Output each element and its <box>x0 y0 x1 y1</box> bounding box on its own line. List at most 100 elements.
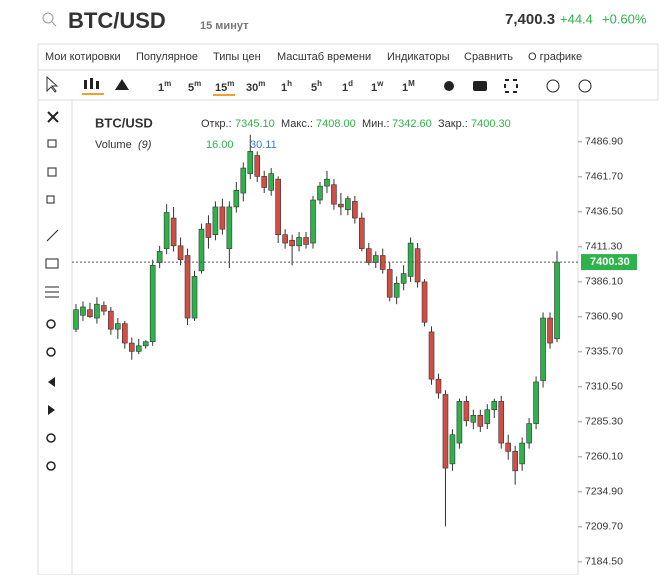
tool[interactable] <box>46 461 56 471</box>
tool[interactable] <box>47 167 57 177</box>
y-tick-label: 7234.90 <box>585 486 623 498</box>
candle-body <box>526 423 532 444</box>
scroll-right[interactable] <box>48 405 55 415</box>
close-tool[interactable] <box>47 111 59 123</box>
menu-item[interactable]: О графике <box>528 51 582 63</box>
zoom-in[interactable] <box>46 319 56 329</box>
y-tick-label: 7285.30 <box>585 416 623 428</box>
interval-button[interactable]: 30m <box>246 79 265 94</box>
candle-body <box>156 251 163 263</box>
legend-value: 7342.60 <box>392 118 432 130</box>
active-underline <box>82 93 104 95</box>
menu-item[interactable]: Масштаб времени <box>277 51 371 63</box>
candle-body <box>142 341 149 347</box>
menu-item[interactable]: Сравнить <box>464 51 513 63</box>
legend-symbol: BTC/USD <box>95 115 153 130</box>
candle-body <box>352 201 358 219</box>
candle-body <box>80 306 86 316</box>
side-toolbar <box>37 99 73 576</box>
scroll-left[interactable] <box>48 377 55 387</box>
side-icons <box>45 111 59 471</box>
candle-body <box>365 248 372 263</box>
camera-icon[interactable] <box>473 81 487 91</box>
tool[interactable] <box>47 139 57 148</box>
interval-unit: m <box>164 79 171 88</box>
upload-icon[interactable] <box>578 79 592 93</box>
chart-area <box>71 99 579 576</box>
interval-number: 5 <box>188 82 194 94</box>
line-tool[interactable] <box>46 229 59 242</box>
tool[interactable] <box>46 195 55 204</box>
candle-body <box>505 442 512 452</box>
menu-item[interactable]: Популярное <box>136 51 198 63</box>
candle-body <box>414 248 421 283</box>
last-price-label: 7400.30 <box>590 256 630 268</box>
download-icon[interactable] <box>546 79 560 93</box>
candle-body <box>108 310 114 330</box>
fib-tool[interactable] <box>45 286 59 298</box>
candle-body <box>498 401 505 444</box>
candle-body <box>115 323 121 330</box>
candle-icon[interactable] <box>90 78 93 89</box>
candle-body <box>149 264 156 342</box>
candle-body <box>421 281 428 323</box>
interval-unit: d <box>348 79 353 88</box>
menu-item[interactable]: Индикаторы <box>387 51 450 63</box>
settings-icon[interactable] <box>444 81 454 91</box>
interval-button[interactable]: 5m <box>188 79 201 94</box>
interval-number: 1 <box>158 82 164 94</box>
interval-button[interactable]: 5h <box>311 79 322 94</box>
area-icon[interactable] <box>115 79 129 90</box>
candle-body <box>345 198 351 211</box>
candle-body <box>372 255 379 263</box>
interval-button[interactable]: 15m <box>215 79 234 94</box>
interval-number: 1 <box>342 82 348 94</box>
candle-body <box>484 409 491 424</box>
search-icon[interactable] <box>42 12 57 27</box>
symbol: BTC/USD <box>68 8 166 33</box>
toolbar-icons <box>46 75 592 95</box>
candle-body <box>275 178 281 236</box>
candle-icon[interactable] <box>84 80 87 89</box>
menu-item[interactable]: Мои котировки <box>45 51 121 63</box>
fullscreen-icon[interactable] <box>504 79 518 93</box>
interval-number: 30 <box>246 82 258 94</box>
interval-button[interactable]: 1M <box>402 79 415 94</box>
candle-body <box>338 203 344 208</box>
candle-body <box>463 401 470 422</box>
interval-unit: m <box>227 79 234 88</box>
y-tick-label: 7260.10 <box>585 451 623 463</box>
zoom-out[interactable] <box>46 347 56 357</box>
interval-button[interactable]: 1m <box>158 79 171 94</box>
candle-body <box>135 345 142 352</box>
y-tick-label: 7335.70 <box>585 346 623 358</box>
price: 7,400.3 <box>505 11 555 28</box>
candle-body <box>128 342 135 352</box>
candle-body <box>470 414 477 423</box>
interval: 15 минут <box>200 20 249 32</box>
interval-button[interactable]: 1d <box>342 79 353 94</box>
y-tick-label: 7360.90 <box>585 311 623 323</box>
candle-body <box>163 212 170 249</box>
interval-unit: m <box>194 79 201 88</box>
legend-label: Макс.: <box>281 118 313 130</box>
candle-body <box>442 394 449 469</box>
menu-item[interactable]: Типы цен <box>213 51 261 63</box>
candle-body <box>205 223 212 238</box>
candle-body <box>177 245 184 261</box>
legend-value: 7400.30 <box>471 118 511 130</box>
interval-unit: M <box>408 79 415 88</box>
candle-body <box>547 317 553 344</box>
interval-button[interactable]: 1w <box>371 79 384 94</box>
cursor-icon[interactable] <box>46 75 59 93</box>
candle-body <box>428 331 435 380</box>
volume-ma: 30.11 <box>250 139 277 151</box>
rect-tool[interactable] <box>45 258 59 269</box>
toolbar <box>37 69 659 101</box>
tool[interactable] <box>46 433 56 443</box>
candle-body <box>282 234 288 244</box>
interval-button[interactable]: 1h <box>281 79 292 94</box>
candle-body <box>184 255 191 319</box>
candle-icon[interactable] <box>96 81 99 89</box>
